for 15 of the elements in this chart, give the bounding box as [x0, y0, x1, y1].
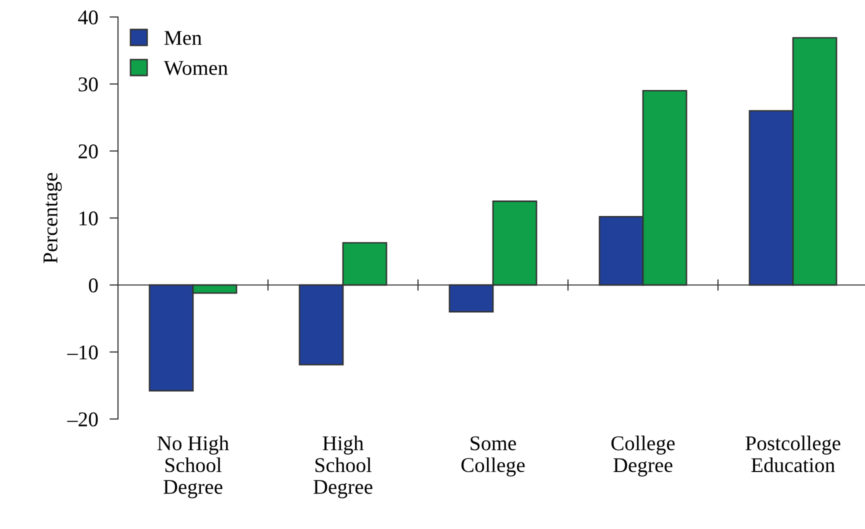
- x-tick-label: High School Degree: [314, 436, 372, 498]
- x-tick-label: No High School Degree: [157, 436, 229, 498]
- y-tick-label: –20: [67, 412, 98, 426]
- legend-label: Men: [164, 31, 202, 45]
- x-tick-label: College Degree: [611, 436, 675, 476]
- y-tick-label: 0: [88, 278, 98, 292]
- y-axis-title: Percentage: [44, 173, 62, 264]
- y-tick-label: –10: [67, 345, 98, 360]
- x-tick-label: Postcollege Education: [746, 436, 840, 472]
- x-tick-label: Some College: [461, 436, 525, 476]
- y-tick-label: 40: [78, 10, 98, 24]
- y-tick-label: 10: [80, 211, 98, 226]
- legend-label: Women: [164, 61, 228, 76]
- y-tick-label: 20: [78, 144, 98, 158]
- y-tick-label: 30: [78, 77, 98, 92]
